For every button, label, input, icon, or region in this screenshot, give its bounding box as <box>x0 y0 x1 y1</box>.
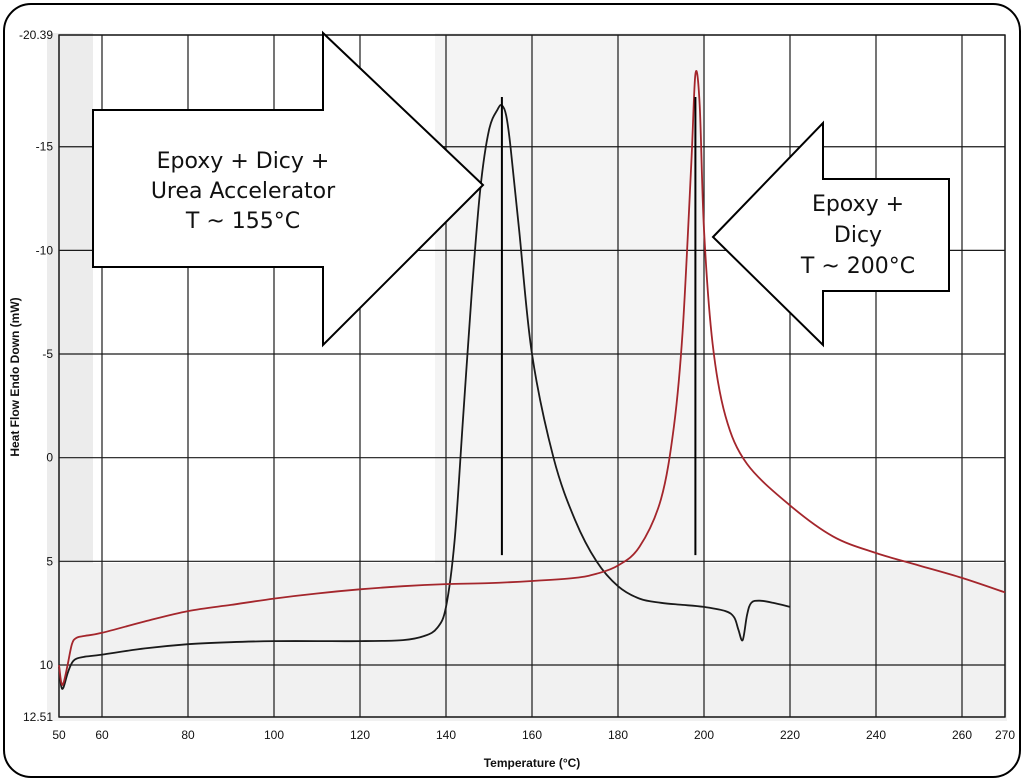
callout-line: Epoxy + <box>812 192 904 217</box>
plot-shade-band <box>435 33 705 563</box>
x-tick-label: 270 <box>995 728 1015 742</box>
x-axis-title: Temperature (°C) <box>484 756 581 770</box>
x-axis-ticks: 50 60 80 100 120 140 160 180 200 220 240 260 270 <box>52 728 1015 742</box>
x-tick-label: 140 <box>436 728 456 742</box>
plot-shade-bottom <box>47 563 1007 721</box>
arrow-left-callout: Epoxy + Dicy T ~ 200°C <box>711 120 950 348</box>
x-tick-label: 200 <box>694 728 714 742</box>
x-tick-label: 100 <box>264 728 284 742</box>
y-tick-label: -20.39 <box>19 28 53 42</box>
y-axis-ticks: -20.39 -15 -10 -5 0 5 10 12.51 <box>19 28 53 724</box>
y-tick-label: 5 <box>46 554 53 568</box>
plot-frame <box>58 34 1006 718</box>
x-tick-label: 80 <box>181 728 195 742</box>
callout-line: Dicy <box>834 223 882 248</box>
y-tick-label: 12.51 <box>23 710 53 724</box>
callout-line: T ~ 155°C <box>185 209 300 234</box>
y-axis-title: Heat Flow Endo Down (mW) <box>8 297 22 456</box>
series-line-red <box>58 70 1006 686</box>
y-tick-label: -10 <box>36 243 54 257</box>
x-tick-label: 220 <box>780 728 800 742</box>
x-tick-label: 50 <box>52 728 66 742</box>
x-tick-label: 120 <box>350 728 370 742</box>
peak-markers <box>500 96 697 556</box>
x-tick-label: 260 <box>952 728 972 742</box>
callout-line: T ~ 200°C <box>800 254 915 279</box>
y-tick-label: 10 <box>40 658 54 672</box>
arrow-left-shape <box>711 120 950 348</box>
dsc-chart: -20.39 -15 -10 -5 0 5 10 12.51 50 60 80 100 120 140 1… <box>8 28 1015 770</box>
arrow-right-callout: Epoxy + Dicy + Urea Accelerator T ~ 155°… <box>92 30 485 348</box>
series-line-black <box>58 104 791 690</box>
y-tick-label: 0 <box>46 451 53 465</box>
x-tick-label: 160 <box>522 728 542 742</box>
callout-line: Epoxy + Dicy + <box>157 149 330 174</box>
arrow-right-shape <box>92 30 485 348</box>
y-tick-label: -15 <box>36 140 54 154</box>
x-tick-label: 60 <box>95 728 109 742</box>
x-tick-label: 180 <box>608 728 628 742</box>
chart-frame: -20.39 -15 -10 -5 0 5 10 12.51 50 60 80 100 120 140 1… <box>3 3 1021 778</box>
callout-line: Urea Accelerator <box>151 179 336 204</box>
y-tick-label: -5 <box>42 347 53 361</box>
series-group <box>58 70 1006 690</box>
x-tick-label: 240 <box>866 728 886 742</box>
